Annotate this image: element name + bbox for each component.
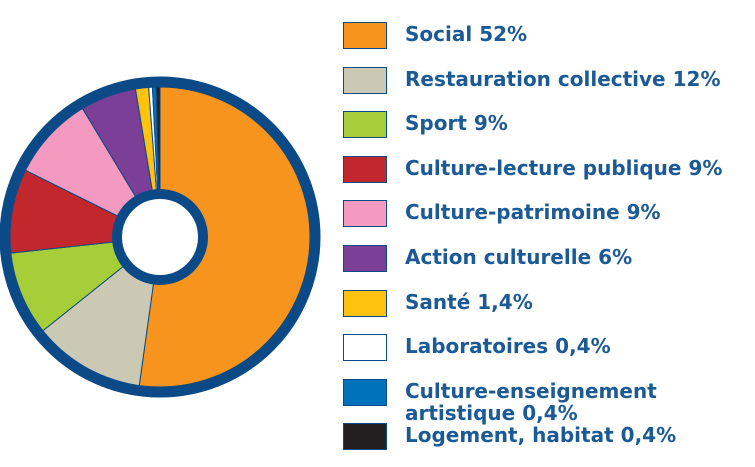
legend-name: Action culturelle (405, 245, 592, 269)
outer-ring (0, 76, 321, 398)
legend-label: Culture-lecture publique 9% (405, 157, 750, 179)
legend-swatch (343, 289, 387, 317)
legend-name: Laboratoires (405, 334, 549, 359)
legend-label: Social 52% (405, 23, 750, 45)
legend-item: Sport 9% (343, 111, 755, 155)
legend-name: Logement, habitat (405, 423, 614, 448)
legend-name: Culture-lecture publique (405, 155, 682, 180)
legend-name: Santé (405, 289, 471, 314)
legend-swatch (343, 334, 387, 362)
legend-swatch (343, 155, 387, 183)
legend-value: 1,4% (477, 289, 533, 314)
legend-value: 52% (479, 22, 528, 46)
legend-item: Logement, habitat 0,4% (343, 423, 755, 467)
legend-label: Sport 9% (405, 112, 750, 134)
legend-swatch (343, 423, 387, 451)
legend-name: Culture-enseignement artistique (405, 378, 657, 425)
legend-item: Restauration collective 12% (343, 66, 755, 111)
legend-value: 9% (626, 200, 661, 225)
legend-label: Culture-enseignement artistique 0,4% (405, 380, 750, 424)
legend-swatch (343, 200, 387, 228)
legend-value: 0,4% (522, 400, 578, 425)
legend-label: Restauration collective 12% (405, 68, 750, 90)
legend-value: 12% (672, 66, 721, 91)
legend-value: 9% (473, 111, 508, 136)
legend-swatch (343, 245, 387, 272)
legend-item: Laboratoires 0,4% (343, 334, 755, 378)
legend-item: Action culturelle 6% (343, 245, 755, 289)
legend-name: Social (405, 22, 473, 46)
legend-name: Sport (405, 111, 467, 136)
legend-swatch (343, 22, 387, 49)
legend-swatch (343, 111, 387, 139)
inner-ring (112, 189, 208, 285)
legend-value: 0,4% (555, 334, 611, 359)
donut-chart (0, 76, 321, 398)
legend-value: 9% (688, 155, 723, 180)
legend-value: 6% (598, 245, 633, 269)
legend-item: Santé 1,4% (343, 289, 755, 334)
legend-swatch (343, 378, 387, 406)
legend-label: Culture-patrimoine 9% (405, 201, 750, 223)
legend-label: Logement, habitat 0,4% (405, 424, 750, 446)
legend-name: Culture-patrimoine (405, 200, 620, 225)
legend-name: Restauration collective (405, 66, 666, 91)
legend-item: Culture-patrimoine 9% (343, 200, 755, 244)
legend-label: Laboratoires 0,4% (405, 335, 750, 357)
legend-item: Culture-enseignement artistique 0,4% (343, 378, 755, 424)
legend-label: Santé 1,4% (405, 291, 750, 313)
legend-value: 0,4% (620, 423, 677, 448)
legend-label: Action culturelle 6% (405, 246, 750, 268)
legend-item: Culture-lecture publique 9% (343, 155, 755, 200)
legend-item: Social 52% (343, 22, 755, 66)
legend-swatch (343, 66, 387, 94)
